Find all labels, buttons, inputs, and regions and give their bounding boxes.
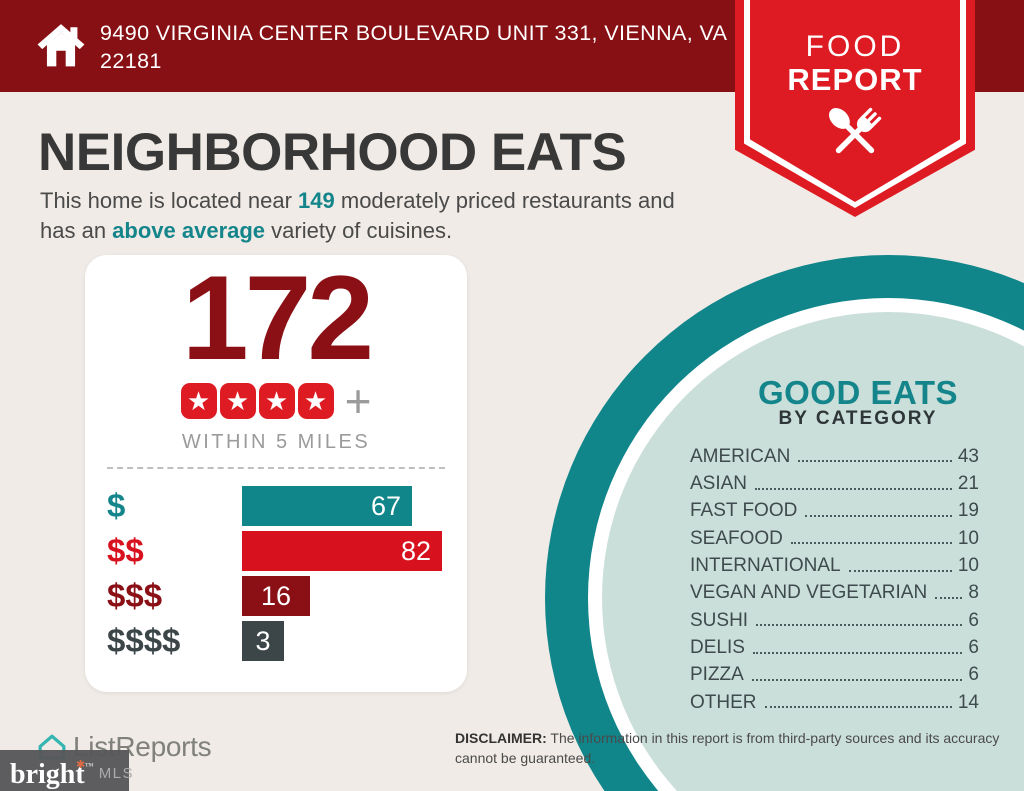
category-row: SEAFOOD 10 (690, 525, 979, 552)
category-row: OTHER 14 (690, 689, 979, 716)
category-value: 43 (957, 445, 979, 467)
bright-mls-logo: bright™ ✱ MLS (0, 750, 133, 791)
subtitle-text: moderately priced restaurants and has an (40, 188, 675, 243)
page-title: NEIGHBORHOOD EATS (38, 123, 627, 182)
subtitle-text: This home is located near (40, 188, 299, 213)
category-list: AMERICAN 43 ASIAN 21 FAST FOOD 19 SEAFOOD 10 INT… (690, 443, 979, 716)
category-label: INTERNATIONAL (690, 555, 841, 577)
category-value: 21 (957, 473, 979, 495)
category-label: OTHER (690, 691, 757, 713)
badge-title-line2: REPORT (787, 62, 923, 97)
disclaimer-label: DISCLAIMER: (455, 730, 547, 746)
bar-value: 67 (370, 490, 401, 521)
subtitle-text: variety of cuisines. (265, 218, 453, 243)
category-row: VEGAN AND VEGETARIAN 8 (690, 580, 979, 607)
bar: 82 (242, 531, 442, 571)
category-label: ASIAN (690, 473, 748, 495)
disclaimer: DISCLAIMER: The information in this repo… (455, 729, 1007, 768)
property-address: 9490 VIRGINIA CENTER BOULEVARD UNIT 331,… (100, 21, 727, 73)
bar: 16 (242, 576, 310, 616)
category-row: SUSHI 6 (690, 607, 979, 634)
bright-spark-icon: ✱ (76, 759, 86, 771)
bar-row: $67 (107, 486, 467, 526)
dotted-leader (848, 569, 952, 572)
category-value: 19 (957, 500, 979, 522)
spoon-and-fork-icon (829, 107, 882, 154)
price-tier-label: $ (107, 487, 126, 524)
bar: 67 (242, 486, 412, 526)
category-label: VEGAN AND VEGETARIAN (690, 582, 928, 604)
price-tier-label: $$$ (107, 577, 163, 614)
category-value: 6 (968, 664, 979, 686)
dashed-divider (107, 467, 445, 469)
radius-label: WITHIN 5 MILES (181, 431, 371, 453)
star-icon: ★ (258, 383, 295, 419)
bar-value: 82 (400, 535, 431, 566)
bar-value: 16 (260, 580, 292, 611)
price-tier-label: $$ (107, 532, 144, 569)
category-value: 6 (968, 609, 979, 631)
dotted-leader (935, 596, 963, 599)
category-row: PIZZA 6 (690, 662, 979, 689)
dotted-leader (798, 460, 952, 463)
star-icon: ★ (297, 383, 334, 419)
star-icon: ★ (180, 383, 217, 419)
dotted-leader (756, 624, 963, 627)
category-value: 8 (968, 582, 979, 604)
category-value: 14 (957, 691, 979, 713)
dotted-leader (752, 651, 963, 654)
home-icon (37, 24, 85, 67)
mls-label: MLS (98, 765, 135, 782)
star-rating: ★ ★ ★ ★ + (85, 375, 467, 427)
star-icon: ★ (219, 383, 256, 419)
bar: 3 (242, 621, 284, 661)
dotted-leader (764, 706, 952, 709)
price-tier-label: $$$$ (107, 622, 181, 659)
category-value: 10 (957, 555, 979, 577)
dotted-leader (805, 514, 952, 517)
dotted-leader (755, 487, 952, 490)
category-label: DELIS (690, 637, 745, 659)
restaurant-count: 149 (298, 188, 335, 213)
bright-wordmark: bright™ (10, 759, 94, 790)
plus-icon: + (344, 375, 372, 427)
badge-title-line1: FOOD (805, 30, 905, 63)
subtitle: This home is located near 149 moderately… (40, 186, 712, 246)
price-tier-bar-chart: $67 $$ 82 $$$ 16 $$$$ 3 (107, 486, 467, 666)
bar-row: $$$ 16 (107, 576, 467, 616)
bar-value: 3 (255, 625, 271, 656)
category-row: FAST FOOD 19 (690, 498, 979, 525)
category-row: DELIS 6 (690, 634, 979, 661)
category-value: 6 (968, 637, 979, 659)
bar-row: $$ 82 (107, 531, 467, 571)
category-label: PIZZA (690, 664, 744, 686)
good-eats-title: GOOD EATS (757, 374, 959, 411)
category-label: AMERICAN (690, 445, 791, 467)
category-label: FAST FOOD (690, 500, 798, 522)
category-row: INTERNATIONAL 10 (690, 552, 979, 579)
total-restaurants: 172 (181, 251, 374, 385)
restaurant-count-card: 172 ★ ★ ★ ★ + WITHIN 5 MILES $67 $$ 82 $$$ 16 $$$… (85, 255, 467, 692)
category-row: AMERICAN 43 (690, 443, 979, 470)
disclaimer-text: The information in this report is from t… (455, 730, 1000, 766)
category-row: ASIAN 21 (690, 470, 979, 497)
category-value: 10 (957, 527, 979, 549)
bar-row: $$$$ 3 (107, 621, 467, 661)
by-category-subtitle: BY CATEGORY (778, 408, 938, 429)
food-report-badge: FOOD REPORT (735, 0, 975, 217)
dotted-leader (751, 678, 963, 681)
variety-highlight: above average (112, 218, 266, 243)
category-label: SUSHI (690, 609, 749, 631)
dotted-leader (790, 542, 952, 545)
category-label: SEAFOOD (690, 527, 783, 549)
trademark-symbol: ™ (84, 761, 94, 771)
